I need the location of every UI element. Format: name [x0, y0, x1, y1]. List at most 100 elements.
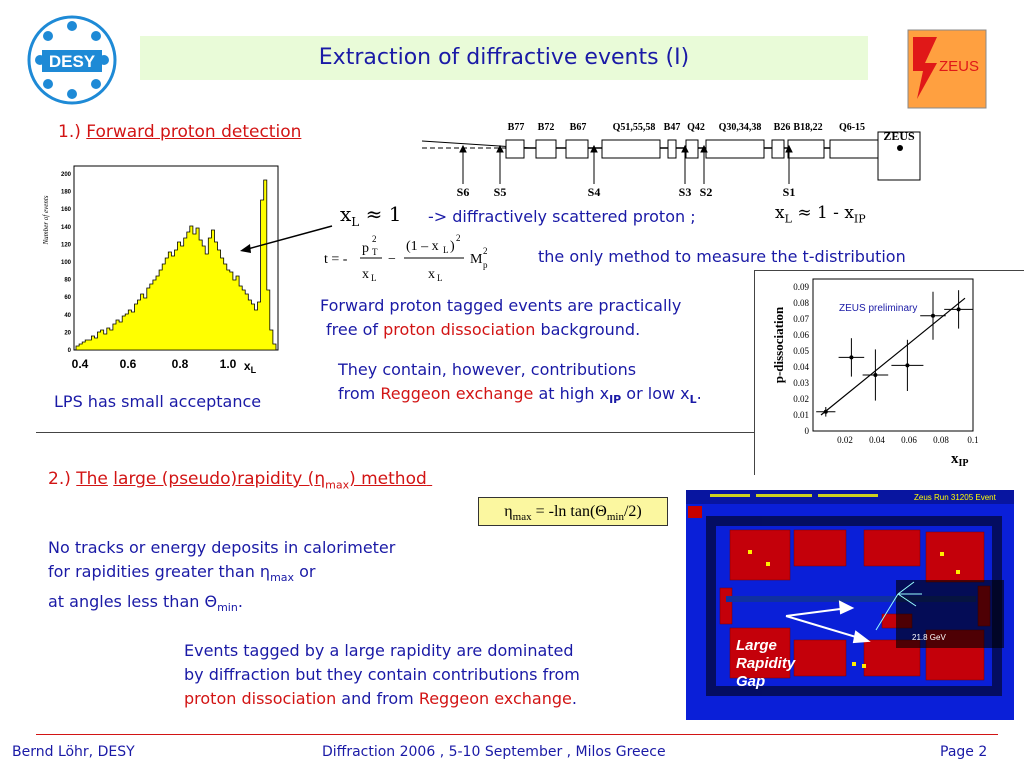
histogram-xtick: 1.0 — [220, 357, 237, 371]
svg-text:2: 2 — [372, 234, 377, 244]
zeus-logo: ZEUS — [907, 29, 987, 109]
svg-text:L: L — [437, 273, 443, 283]
section-divider — [36, 432, 754, 433]
svg-text:x: x — [362, 267, 369, 282]
pdiss-data-point — [944, 290, 973, 329]
svg-text:x: x — [428, 267, 435, 282]
svg-text:2: 2 — [483, 246, 488, 256]
magnet-label: B77 — [508, 122, 525, 133]
pdiss-ytick: 0.05 — [793, 346, 809, 356]
station-label: S6 — [457, 185, 470, 199]
tagged-events-text: Forward proton tagged events are practic… — [320, 296, 682, 339]
section2-heading: 2.) The large (pseudo)rapidity (ηmax) me… — [48, 469, 427, 492]
pdiss-legend: ZEUS preliminary — [839, 303, 917, 314]
magnet-label: Q51,55,58 — [613, 122, 656, 133]
svg-text:t = -: t = - — [324, 252, 348, 267]
magnet-label: Q6-15 — [839, 122, 865, 133]
eta-max-formula: ηmax = -ln tan(Θmin/2) — [478, 497, 668, 526]
pdiss-fit-line — [820, 297, 966, 416]
pdiss-ytick: 0.07 — [793, 314, 809, 324]
contributions-text: They contain, however, contributions fro… — [338, 360, 702, 407]
station-label: S5 — [494, 185, 507, 199]
pdiss-xtick: 0.1 — [967, 435, 978, 445]
xl-histogram: Number of events 200 180 160 140 120 100 80 60 4… — [36, 160, 286, 380]
svg-text:M: M — [470, 252, 483, 267]
beamline-diagram: B77 B72 B67 Q51,55,58 B47 Q42 Q30,34,38 … — [420, 118, 930, 202]
pdiss-data-point — [920, 291, 946, 340]
section1-heading: 1.) Forward proton detection — [58, 120, 301, 144]
histogram-ytick: 160 — [61, 207, 72, 213]
histogram-ytick: 180 — [61, 190, 72, 196]
svg-text:p: p — [362, 241, 369, 256]
magnet-label: B72 — [538, 122, 555, 133]
station-label: S1 — [783, 185, 796, 199]
histogram-ytick: 100 — [61, 260, 72, 266]
histogram-xlabel: xL — [244, 359, 257, 375]
svg-text:DESY: DESY — [49, 52, 96, 71]
histogram-pointer-arrow — [236, 220, 336, 260]
pdiss-ytick: 0 — [805, 426, 810, 436]
magnet-label: Q42 — [687, 122, 705, 133]
xl-approx-formula: xL ≈ 1 — [340, 202, 402, 229]
pdiss-xtick: 0.06 — [901, 435, 917, 445]
pdiss-ytick: 0.02 — [793, 394, 809, 404]
svg-text:ZEUS: ZEUS — [939, 58, 979, 75]
pdiss-ytick: 0.06 — [793, 330, 809, 340]
pdiss-xtick: 0.02 — [837, 435, 853, 445]
svg-text:L: L — [371, 273, 377, 283]
histogram-ytick: 40 — [64, 313, 71, 319]
pdiss-ytick: 0.09 — [793, 282, 809, 292]
histogram-xtick: 0.6 — [120, 357, 137, 371]
section1-number: 1.) — [58, 122, 81, 142]
svg-text:Zeus Run 31205 Event: Zeus Run 31205 Event — [914, 493, 997, 502]
large-rapidity-gap-label: Large — [736, 637, 777, 654]
svg-text:(1 – x: (1 – x — [406, 239, 439, 254]
xl-xip-formula: xL ≈ 1 - xIP — [775, 203, 866, 226]
svg-text:): ) — [450, 239, 455, 254]
no-tracks-text: No tracks or energy deposits in calorime… — [48, 538, 396, 615]
pdiss-data-point — [891, 339, 924, 391]
pdiss-chart-frame: p-dissociation 0.09 0.08 0.07 0.06 0.05 0.04 0… — [754, 270, 1024, 475]
histogram-ytick: 20 — [64, 330, 71, 336]
pdiss-ytick: 0.08 — [793, 298, 809, 308]
pdiss-ytick: 0.04 — [793, 362, 809, 372]
footer-page: Page 2 — [940, 744, 988, 760]
event-display: Zeus Run 31205 Event 21.8 GeV — [686, 490, 1014, 720]
pdiss-data-point — [862, 349, 889, 401]
t-formula: t = - p 2 T x L − (1 – x L ) 2 x L M 2 p — [322, 232, 522, 286]
lps-note: LPS has small acceptance — [54, 392, 262, 411]
histogram-ytick: 120 — [61, 242, 72, 248]
footer-conference: Diffraction 2006 , 5-10 September , Milo… — [322, 744, 666, 760]
histogram-ytick: 200 — [61, 172, 72, 178]
pdiss-data-point — [816, 407, 836, 417]
station-label: S2 — [700, 185, 713, 199]
histogram-ytick: 80 — [64, 278, 71, 284]
page-title: Extraction of diffractive events (I) — [318, 45, 690, 70]
magnet-label: Q30,34,38 — [719, 122, 762, 133]
pdiss-ylabel: p-dissociation — [771, 306, 786, 383]
pdiss-ytick: 0.03 — [793, 378, 809, 388]
svg-text:T: T — [372, 247, 378, 257]
svg-text:L: L — [443, 245, 449, 255]
histogram-ylabel: Number of events — [42, 195, 50, 245]
title-bar — [140, 36, 868, 80]
magnet-label: B18,22 — [793, 122, 822, 133]
pdiss-xtick: 0.04 — [869, 435, 885, 445]
magnet-label: B47 — [664, 122, 681, 133]
desy-logo: DESY — [26, 12, 118, 108]
pdiss-ytick: 0.01 — [793, 410, 809, 420]
large-rapidity-gap-label: Rapidity — [736, 655, 796, 672]
histogram-ytick: 0 — [68, 348, 72, 354]
svg-text:2: 2 — [456, 233, 461, 243]
footer-line — [36, 734, 998, 735]
magnet-label: B26 — [774, 122, 791, 133]
svg-text:−: − — [388, 252, 396, 267]
large-rapidity-gap-label: Gap — [736, 673, 765, 690]
section1-title: Forward proton detection — [86, 122, 302, 142]
station-label: S3 — [679, 185, 692, 199]
pdiss-data-point — [838, 338, 865, 377]
svg-text:p: p — [483, 260, 488, 270]
events-tagged-text: Events tagged by a large rapidity are do… — [184, 641, 580, 708]
pdiss-xlabel: xIP — [951, 451, 969, 469]
station-label: S4 — [588, 185, 601, 199]
